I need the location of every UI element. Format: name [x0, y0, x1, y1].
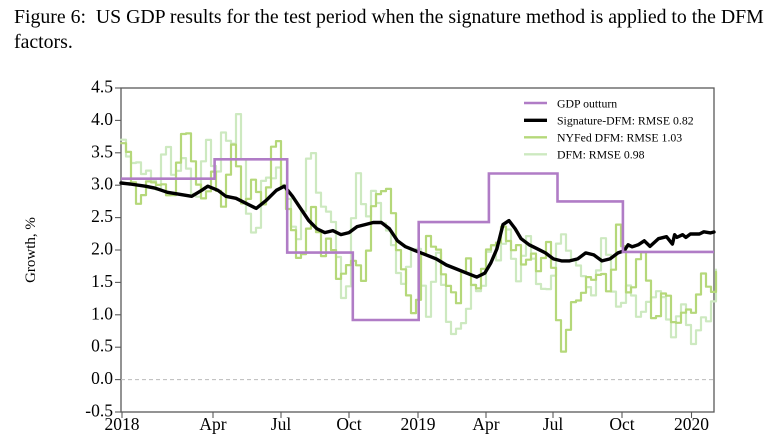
- svg-text:Oct: Oct: [336, 414, 361, 434]
- svg-text:2.5: 2.5: [91, 206, 113, 226]
- svg-text:3.5: 3.5: [91, 141, 113, 161]
- svg-text:3.0: 3.0: [91, 174, 113, 194]
- svg-text:0.5: 0.5: [91, 336, 113, 356]
- svg-text:Growth, %: Growth, %: [23, 217, 39, 283]
- svg-text:Jul: Jul: [543, 414, 564, 434]
- svg-text:4.5: 4.5: [91, 77, 113, 97]
- svg-text:2.0: 2.0: [91, 239, 113, 259]
- svg-text:Jul: Jul: [271, 414, 292, 434]
- svg-text:2019: 2019: [401, 414, 436, 434]
- svg-text:Apr: Apr: [472, 414, 499, 434]
- svg-text:2018: 2018: [105, 414, 140, 434]
- svg-text:GDP outturn: GDP outturn: [557, 96, 617, 110]
- svg-text:0.0: 0.0: [91, 368, 113, 388]
- svg-text:Oct: Oct: [609, 414, 634, 434]
- svg-text:1.5: 1.5: [91, 271, 113, 291]
- svg-text:4.0: 4.0: [91, 109, 113, 129]
- svg-text:DFM: RMSE 0.98: DFM: RMSE 0.98: [557, 148, 645, 162]
- svg-text:Signature-DFM: RMSE 0.82: Signature-DFM: RMSE 0.82: [557, 114, 694, 128]
- svg-text:1.0: 1.0: [91, 303, 113, 323]
- svg-text:NYFed DFM: RMSE 1.03: NYFed DFM: RMSE 1.03: [557, 131, 682, 145]
- svg-text:2020: 2020: [674, 414, 709, 434]
- svg-text:Apr: Apr: [199, 414, 226, 434]
